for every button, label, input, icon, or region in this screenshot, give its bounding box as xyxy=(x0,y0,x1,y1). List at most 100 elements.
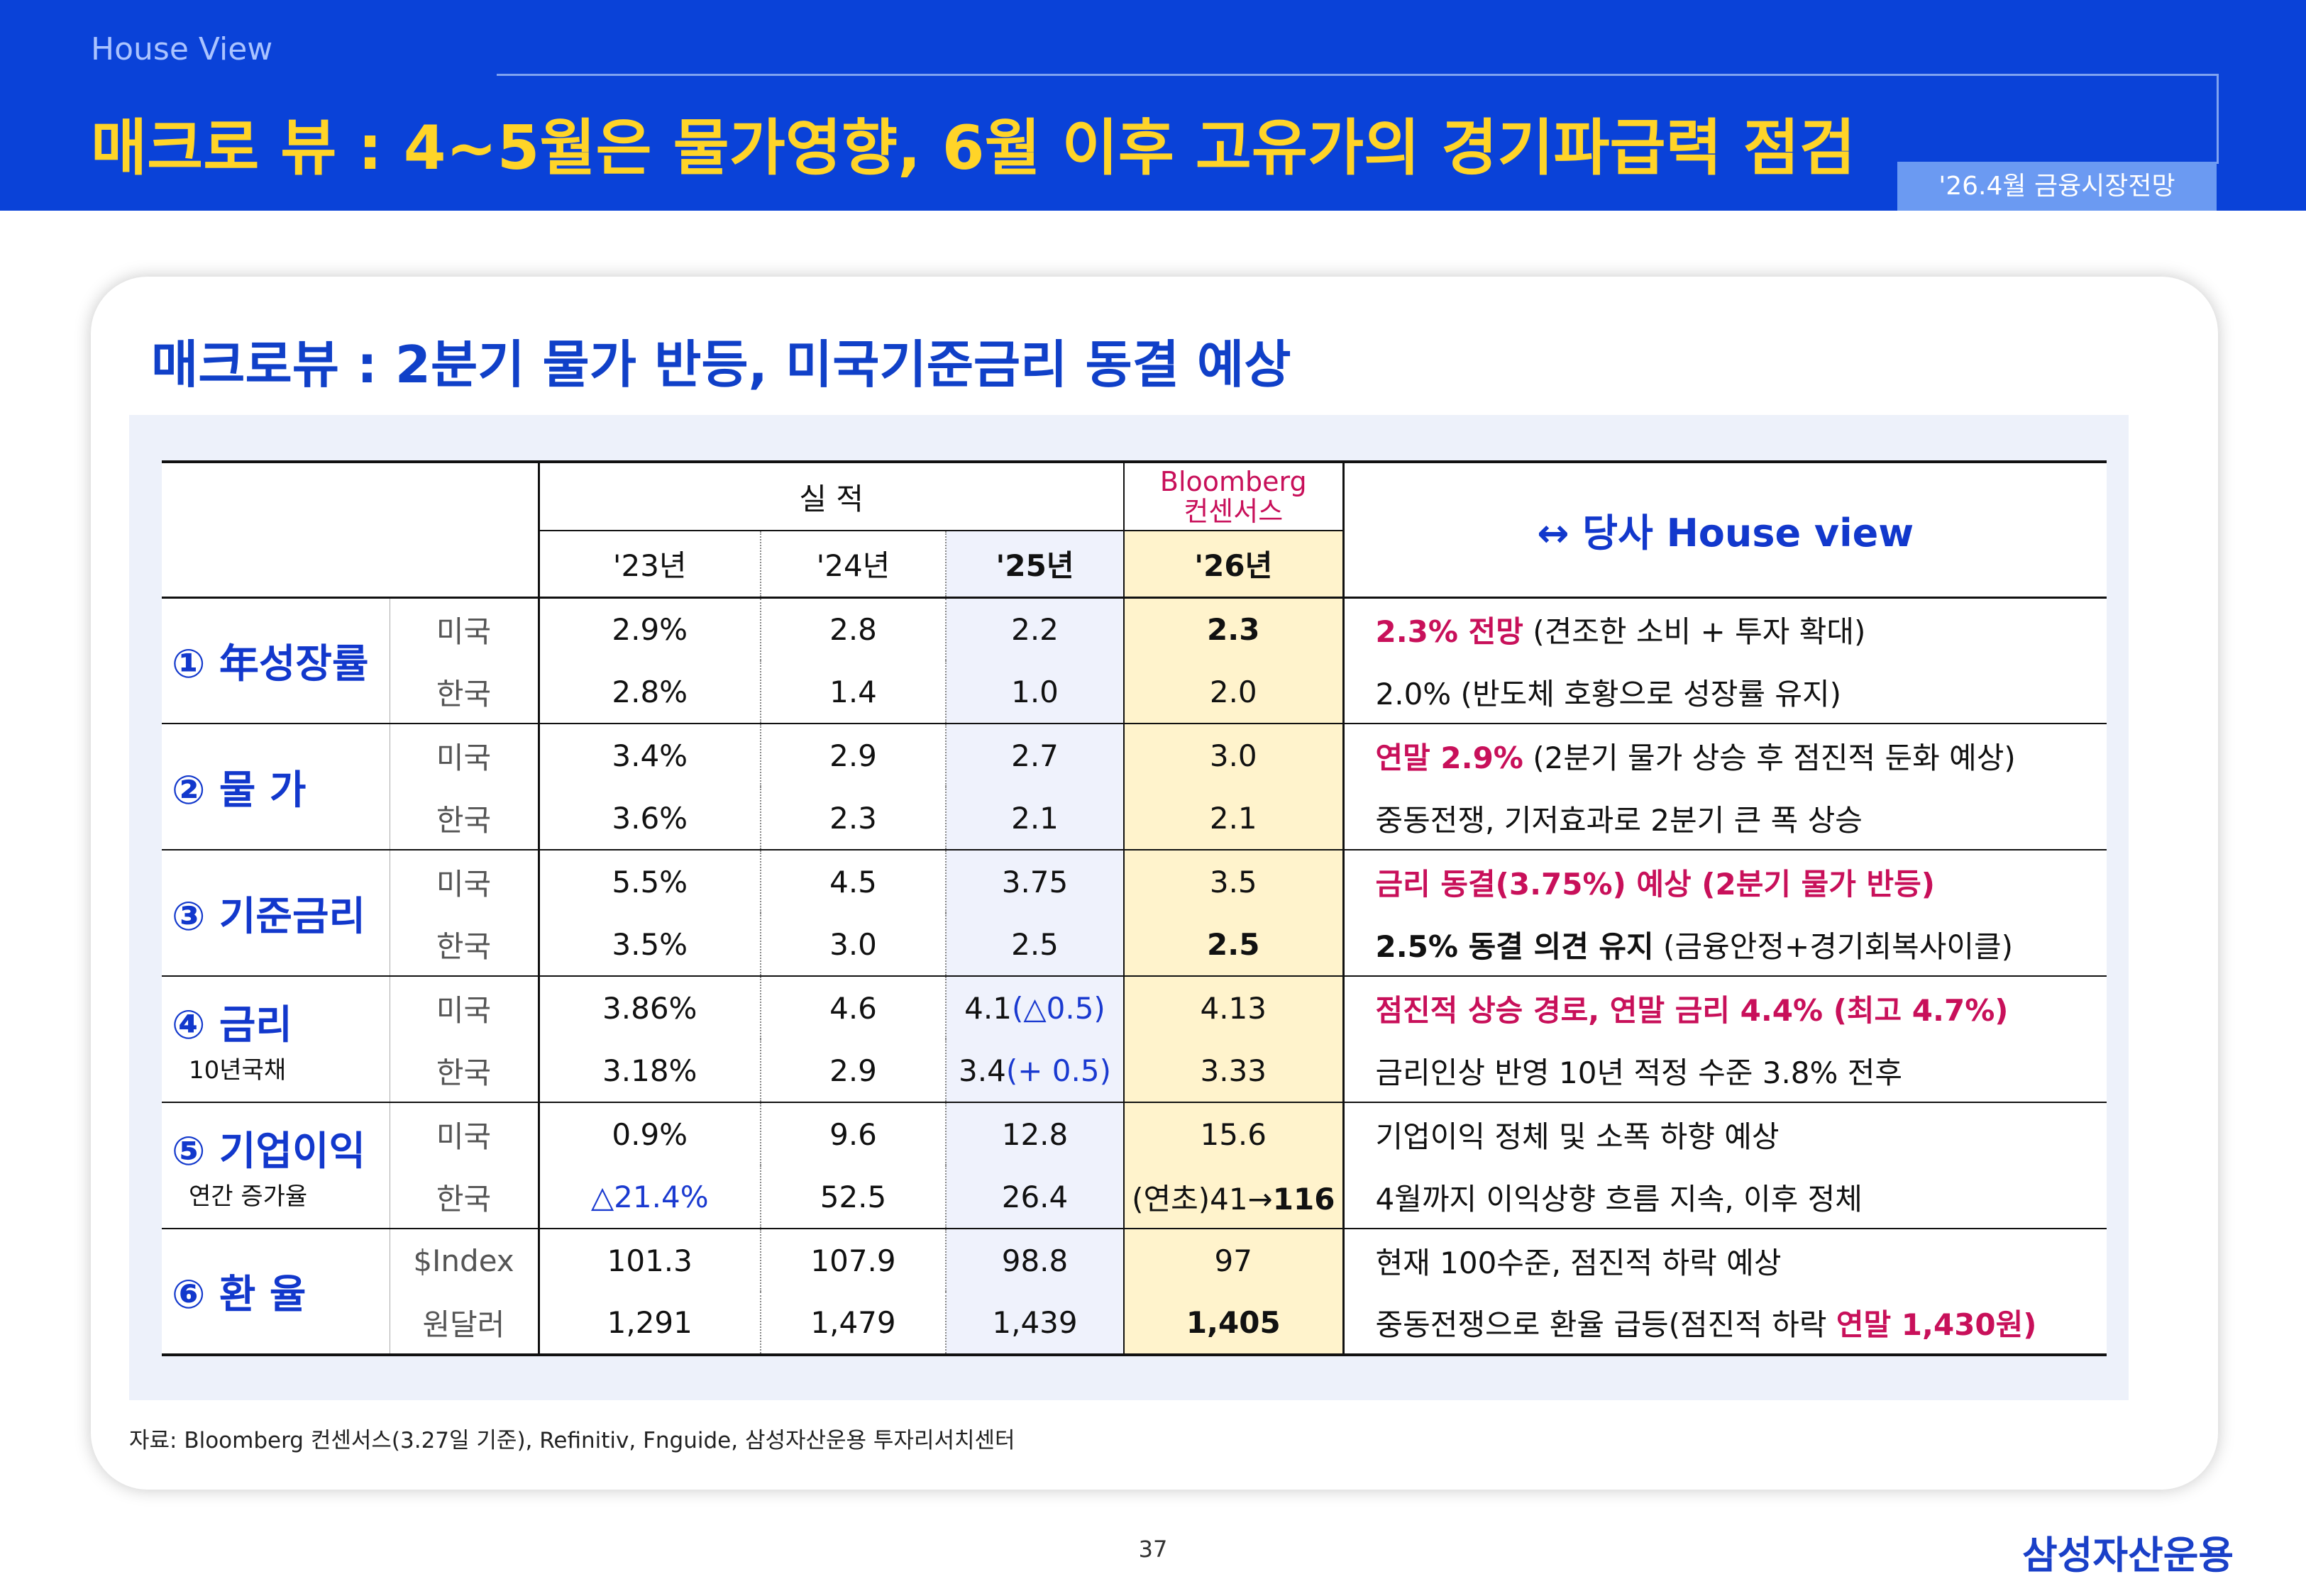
view-cell: 2.0% (반도체 호황으로 성장률 유지) xyxy=(1342,660,2107,724)
text-segment: 금리인상 반영 10년 적정 수준 3.8% 전후 xyxy=(1375,1055,1903,1090)
cell-text: 원달러 xyxy=(422,1307,505,1342)
value-cell: 3.5 xyxy=(1123,850,1343,913)
cell-text: 한국 xyxy=(436,676,492,711)
header-text: '23년 xyxy=(612,548,687,584)
group-title: ③ 기준금리 xyxy=(172,893,365,940)
year-header: '25년 xyxy=(945,531,1124,599)
text-segment: 1,405 xyxy=(1186,1305,1281,1340)
country: 한국 xyxy=(389,660,540,724)
value-cell: 2.7 xyxy=(945,724,1124,787)
cell-text: 2.9% xyxy=(612,611,688,647)
text-segment: (금융안정+경기회복사이클) xyxy=(1653,929,2014,964)
view-cell: 기업이익 정체 및 소폭 하향 예상 xyxy=(1342,1102,2107,1165)
cell-text: 3.75 xyxy=(1001,864,1069,899)
logo: 삼성자산운용 xyxy=(2022,1533,2234,1578)
text-segment: 2.3 xyxy=(1207,611,1260,647)
text-segment: 연말 2.9% xyxy=(1375,740,1523,775)
cell-text: 1.4 xyxy=(829,674,877,709)
consensus-header: Bloomberg 컨센서스 xyxy=(1123,462,1343,531)
source-note: 자료: Bloomberg 컨센서스(3.27일 기준), Refinitiv,… xyxy=(129,1428,1015,1453)
data-row: 한국 △21.4% 52.5 26.4 (연초)41→116 4월까지 이익상향 흐름 지… xyxy=(162,1165,2107,1229)
cell-text: 15.6 xyxy=(1200,1116,1267,1152)
cell-text: 97 xyxy=(1214,1243,1252,1278)
header-text: 실 적 xyxy=(799,481,864,516)
cell-text: 3.0 xyxy=(1209,738,1257,773)
country: 미국 xyxy=(389,850,540,913)
header-frame xyxy=(497,74,2219,164)
group-name: ④ 금리 10년국채 xyxy=(162,976,390,1103)
text-segment: (+ 0.5) xyxy=(1005,1053,1111,1088)
value-cell: 3.33 xyxy=(1123,1039,1343,1103)
text-segment: (△0.5) xyxy=(1011,990,1105,1026)
cell-text: 2.1 xyxy=(1209,800,1257,836)
cell-text: 4.5 xyxy=(829,864,877,899)
macro-table: 실 적 Bloomberg 컨센서스 ↔ 당사 House view '23년 '24년 '… xyxy=(162,460,2107,1356)
data-row: ⑥ 환 율 $Index 101.3 107.9 98.8 97 현재 100수준, 점진적… xyxy=(162,1229,2107,1356)
value-cell: 3.4(+ 0.5) xyxy=(945,1039,1124,1103)
country: 미국 xyxy=(389,724,540,787)
text-segment: 중동전쟁으로 환율 급등(점진적 하락 xyxy=(1375,1307,1836,1342)
text-segment: 점진적 상승 경로, 연말 금리 4.4% (최고 4.7%) xyxy=(1375,992,2009,1028)
cell-text: 3.5 xyxy=(1209,864,1257,899)
value-cell: 1.4 xyxy=(760,660,946,724)
cell-text: 한국 xyxy=(436,1055,492,1090)
value-cell: △21.4% xyxy=(539,1165,761,1229)
value-cell: 4.6 xyxy=(760,976,946,1039)
data-row: 한국 3.5% 3.0 2.5 2.5 2.5% 동결 의견 유지 (금융안정+경기회복사… xyxy=(162,913,2107,977)
year-header: '23년 xyxy=(539,531,761,599)
cell-text: 4.6 xyxy=(829,990,877,1026)
country: 미국 xyxy=(389,597,540,660)
text-segment: (2분기 물가 상승 후 점진적 둔화 예상) xyxy=(1523,740,2016,775)
cell-text: 미국 xyxy=(436,740,492,775)
cell-text: 한국 xyxy=(436,802,492,838)
value-cell: (연초)41→116 xyxy=(1123,1165,1343,1229)
cell-text: 한국 xyxy=(436,1181,492,1217)
text-segment: 금리 동결(3.75%) 예상 (2분기 물가 반등) xyxy=(1375,866,1936,902)
value-cell: 2.5 xyxy=(1123,913,1343,977)
text-segment: 2.0% (반도체 호황으로 성장률 유지) xyxy=(1375,676,1842,711)
value-cell: 0.9% xyxy=(539,1102,761,1165)
year-header: '24년 xyxy=(760,531,946,599)
value-cell: 26.4 xyxy=(945,1165,1124,1229)
value-cell: 2.0 xyxy=(1123,660,1343,724)
value-cell: 2.9 xyxy=(760,724,946,787)
cell-text: 3.0 xyxy=(829,926,877,962)
cell-text: 2.5 xyxy=(1011,926,1059,962)
value-cell: 2.8 xyxy=(760,597,946,660)
text-segment: 연말 1,430원) xyxy=(1836,1307,2037,1342)
cell-text: 2.3 xyxy=(829,800,877,836)
value-cell: 2.3 xyxy=(760,787,946,850)
country: 미국 xyxy=(389,1102,540,1165)
cell-text: 5.5% xyxy=(612,864,688,899)
cell-text: 98.8 xyxy=(1001,1243,1069,1278)
country: 한국 xyxy=(389,787,540,850)
data-row: 한국 2.8% 1.4 1.0 2.0 2.0% (반도체 호황으로 성장률 유지) xyxy=(162,660,2107,724)
header-label: House View xyxy=(91,31,273,67)
text-segment: 중동전쟁, 기저효과로 2분기 큰 폭 상승 xyxy=(1375,802,1863,838)
cell-text: 1.0 xyxy=(1011,674,1059,709)
text-segment: 4월까지 이익상향 흐름 지속, 이후 정체 xyxy=(1375,1181,1863,1217)
view-cell: 2.5% 동결 의견 유지 (금융안정+경기회복사이클) xyxy=(1342,913,2107,977)
value-cell: 12.8 xyxy=(945,1102,1124,1165)
value-cell: 3.75 xyxy=(945,850,1124,913)
header-text: ↔ 당사 House view xyxy=(1537,511,1914,556)
cell-text: 101.3 xyxy=(607,1243,693,1278)
value-cell: 2.9 xyxy=(760,1039,946,1103)
group-name: ③ 기준금리 xyxy=(162,850,390,977)
view-cell: 연말 2.9% (2분기 물가 상승 후 점진적 둔화 예상) xyxy=(1342,724,2107,787)
cell-text: 3.33 xyxy=(1200,1053,1267,1088)
value-cell: 2.9% xyxy=(539,597,761,660)
header-text: Bloomberg xyxy=(1159,466,1307,497)
cell-text: 3.86% xyxy=(602,990,697,1026)
cell-text: 3.4% xyxy=(612,738,688,773)
page-number: 37 xyxy=(1138,1536,1168,1563)
country: 한국 xyxy=(389,1039,540,1103)
value-cell: 2.5 xyxy=(945,913,1124,977)
data-row: ④ 금리 10년국채 미국 3.86% 4.6 4.1(△0.5) 4.13 점진적 상승 경… xyxy=(162,976,2107,1103)
cell-text: 2.9 xyxy=(829,1053,877,1088)
value-cell: 1.0 xyxy=(945,660,1124,724)
group-title: ② 물 가 xyxy=(172,767,307,814)
group-name: ⑥ 환 율 xyxy=(162,1229,390,1356)
cell-text: 한국 xyxy=(436,929,492,964)
view-cell: 2.3% 전망 (견조한 소비 + 투자 확대) xyxy=(1342,597,2107,660)
